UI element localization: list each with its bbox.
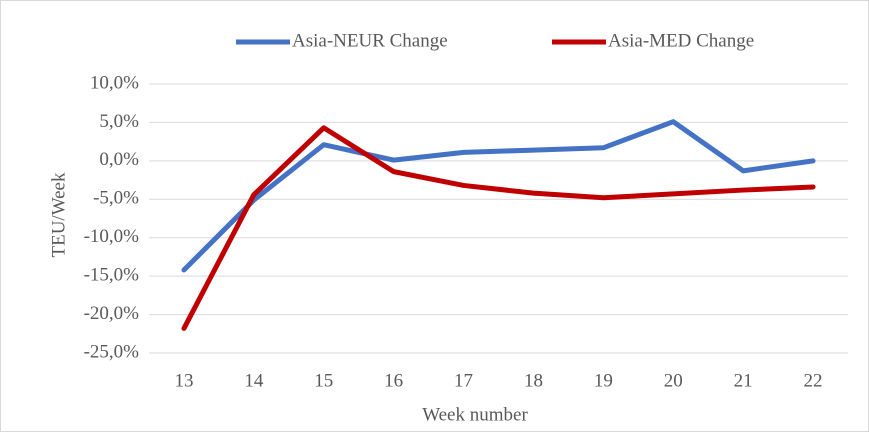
x-tick-label: 15: [314, 370, 333, 391]
legend-label: Asia-NEUR Change: [292, 30, 448, 51]
data-line: [181, 125, 816, 331]
x-tick-label: 13: [174, 370, 193, 391]
x-tick-label: 22: [804, 370, 823, 391]
y-tick-label: -10,0%: [84, 226, 140, 247]
y-tick-label: -5,0%: [93, 188, 139, 209]
x-tick-label: 19: [594, 370, 613, 391]
x-axis-title: Week number: [422, 404, 528, 425]
y-tick-label: 5,0%: [99, 111, 139, 132]
y-tick-label: -25,0%: [84, 341, 140, 362]
data-line: [181, 119, 816, 273]
x-tick-label: 18: [524, 370, 543, 391]
x-tick-label: 17: [454, 370, 473, 391]
x-tick-label: 16: [384, 370, 403, 391]
legend-label: Asia-MED Change: [608, 30, 754, 51]
x-tick-label: 20: [664, 370, 683, 391]
x-tick-label: 21: [734, 370, 753, 391]
y-tick-label: 0,0%: [99, 149, 139, 170]
y-axis-title: TEU/Week: [48, 172, 69, 257]
y-tick-label: -20,0%: [84, 303, 140, 324]
y-tick-label: -15,0%: [84, 265, 140, 286]
x-tick-label: 14: [244, 370, 264, 391]
y-tick-label: 10,0%: [90, 72, 139, 93]
